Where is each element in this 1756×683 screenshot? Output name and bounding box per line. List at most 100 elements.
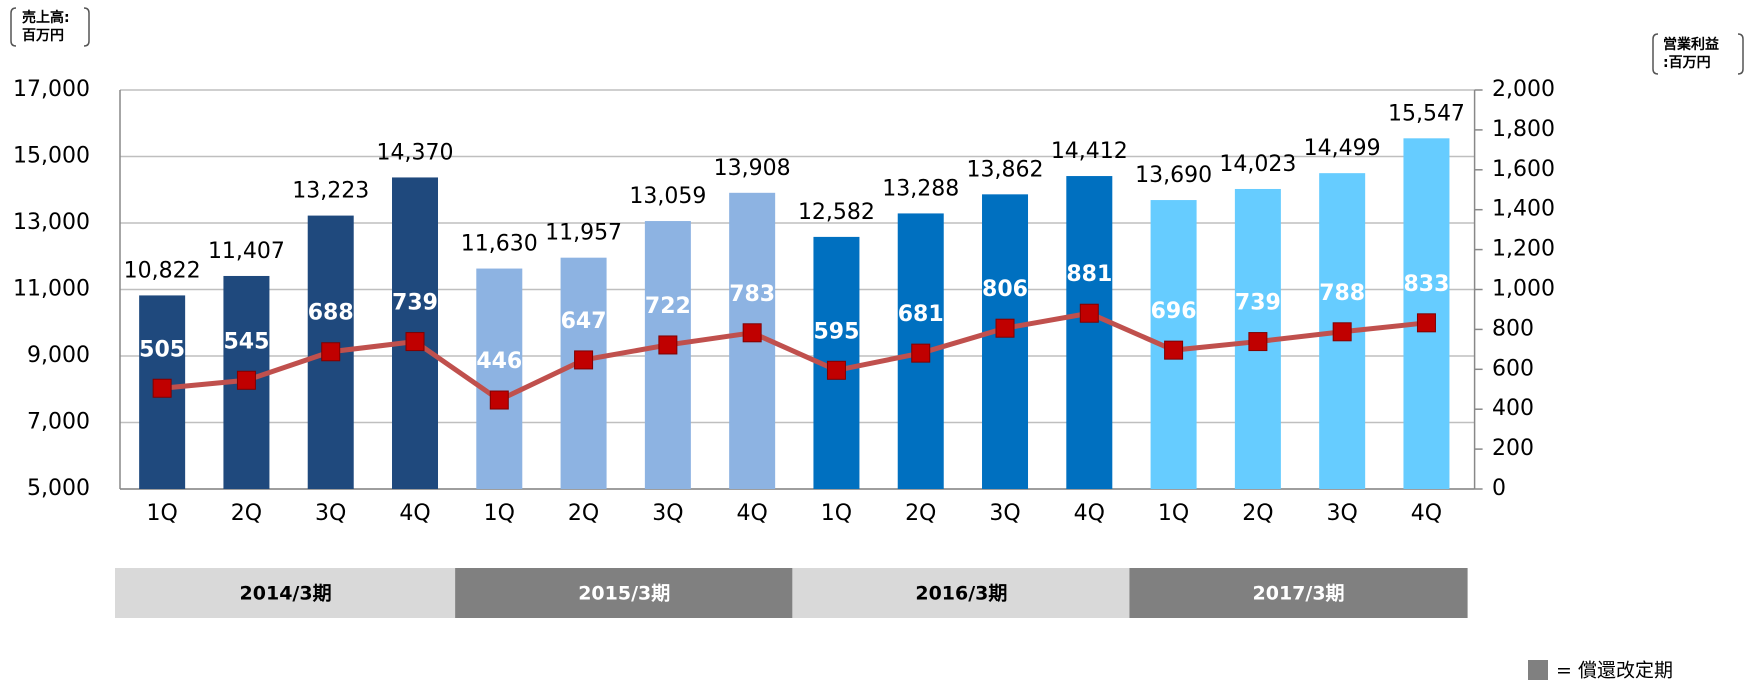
- bar: [982, 194, 1029, 489]
- marker: [1416, 313, 1436, 333]
- x-tick-label: 1Q: [821, 501, 852, 526]
- marker: [152, 378, 172, 398]
- x-tick-label: 4Q: [736, 501, 767, 526]
- x-tick-label: 1Q: [1158, 501, 1189, 526]
- y-tick-label: 13,000: [13, 210, 90, 235]
- y2-tick-label: 0: [1492, 476, 1506, 501]
- line-value-label: 446: [476, 349, 522, 374]
- line-value-label: 783: [729, 282, 775, 307]
- line-value-label: 688: [308, 301, 354, 326]
- bar-value-label: 15,547: [1388, 101, 1465, 126]
- marker: [911, 343, 931, 363]
- marker: [995, 318, 1015, 338]
- legend-swatch: [1528, 660, 1548, 680]
- marker: [236, 370, 256, 390]
- marker: [1164, 340, 1184, 360]
- group-band: [455, 568, 794, 618]
- line-value-label: 739: [392, 291, 438, 316]
- y-title: 百万円: [22, 28, 64, 44]
- y2-tick-label: 2,000: [1492, 77, 1555, 102]
- marker: [1332, 322, 1352, 342]
- marker: [574, 350, 594, 370]
- bar-value-label: 14,412: [1051, 139, 1128, 164]
- y2-tick-label: 800: [1492, 316, 1534, 341]
- y2-tick-label: 1,800: [1492, 117, 1555, 142]
- line-value-label: 681: [898, 302, 944, 327]
- group-band: [792, 568, 1131, 618]
- bar-value-label: 14,370: [377, 140, 454, 165]
- legend-label: = 償還改定期: [1556, 660, 1673, 682]
- y-tick-label: 7,000: [27, 410, 90, 435]
- x-tick-label: 4Q: [1074, 501, 1105, 526]
- line-value-label: 595: [813, 319, 859, 344]
- bar-value-label: 11,957: [545, 221, 622, 246]
- x-tick-label: 2Q: [905, 501, 936, 526]
- x-tick-label: 3Q: [1327, 501, 1358, 526]
- bar-value-label: 13,690: [1135, 163, 1212, 188]
- y-tick-label: 15,000: [13, 144, 90, 169]
- group-label: 2016/3期: [915, 583, 1007, 605]
- y-tick-label: 5,000: [27, 476, 90, 501]
- line-value-label: 806: [982, 277, 1028, 302]
- bar-value-label: 12,582: [798, 200, 875, 225]
- line-value-label: 722: [645, 294, 691, 319]
- marker: [1079, 303, 1099, 323]
- bar: [476, 268, 523, 489]
- line-value-label: 505: [139, 337, 185, 362]
- y-title: 売上高:: [22, 9, 70, 26]
- line-value-label: 833: [1403, 272, 1449, 297]
- bar: [644, 221, 691, 489]
- x-tick-label: 4Q: [399, 501, 430, 526]
- marker: [405, 332, 425, 352]
- line-value-label: 696: [1151, 299, 1197, 324]
- y2-tick-label: 1,600: [1492, 157, 1555, 182]
- y-tick-label: 11,000: [13, 277, 90, 302]
- bar-value-label: 11,630: [461, 232, 538, 257]
- bar: [1066, 176, 1113, 489]
- group-label: 2017/3期: [1253, 583, 1345, 605]
- y2-title: 営業利益: [1663, 36, 1719, 53]
- x-tick-label: 3Q: [989, 501, 1020, 526]
- y-tick-label: 17,000: [13, 77, 90, 102]
- title-bracket: [1652, 33, 1744, 75]
- y2-tick-label: 200: [1492, 436, 1534, 461]
- marker: [1248, 332, 1268, 352]
- x-tick-label: 2Q: [568, 501, 599, 526]
- bar-value-label: 11,407: [208, 239, 285, 264]
- marker: [321, 342, 341, 362]
- x-tick-label: 2Q: [231, 501, 262, 526]
- group-label: 2014/3期: [240, 583, 332, 605]
- y2-tick-label: 400: [1492, 396, 1534, 421]
- line-value-label: 788: [1319, 281, 1365, 306]
- group-band: [115, 568, 457, 618]
- bar-value-label: 14,023: [1219, 152, 1296, 177]
- marker: [742, 323, 762, 343]
- x-tick-label: 1Q: [484, 501, 515, 526]
- x-tick-label: 4Q: [1411, 501, 1442, 526]
- y2-tick-label: 600: [1492, 356, 1534, 381]
- bar-value-label: 13,862: [967, 157, 1044, 182]
- x-tick-label: 1Q: [146, 501, 177, 526]
- x-tick-label: 3Q: [652, 501, 683, 526]
- line-value-label: 647: [561, 309, 607, 334]
- bar-value-label: 10,822: [124, 258, 201, 283]
- line-value-label: 545: [223, 329, 269, 354]
- y2-tick-label: 1,200: [1492, 237, 1555, 262]
- bar: [560, 257, 607, 489]
- marker: [658, 335, 678, 355]
- bar-value-label: 13,059: [629, 184, 706, 209]
- bar-value-label: 13,908: [714, 156, 791, 181]
- bar-value-label: 13,288: [882, 176, 959, 201]
- group-label: 2015/3期: [578, 583, 670, 605]
- y-tick-label: 9,000: [27, 343, 90, 368]
- bar-value-label: 13,223: [292, 179, 369, 204]
- x-tick-label: 2Q: [1242, 501, 1273, 526]
- group-band: [1129, 568, 1468, 618]
- x-tick-label: 3Q: [315, 501, 346, 526]
- line-value-label: 739: [1235, 291, 1281, 316]
- bar-value-label: 14,499: [1304, 136, 1381, 161]
- title-bracket: [10, 7, 90, 47]
- y2-title: :百万円: [1663, 55, 1711, 71]
- marker: [826, 360, 846, 380]
